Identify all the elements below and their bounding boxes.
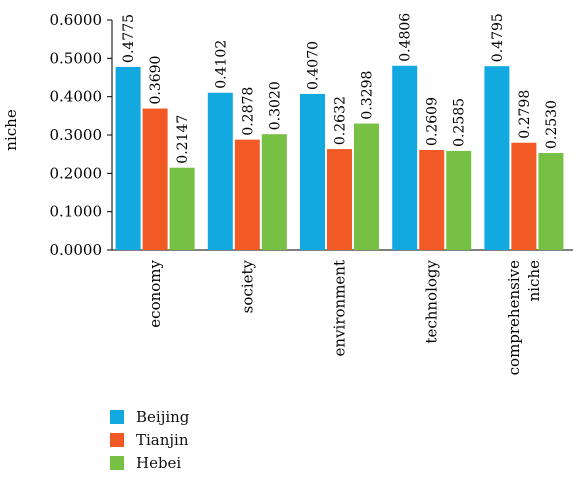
legend-swatch — [110, 432, 124, 447]
data-label: 0.4775 — [121, 14, 137, 63]
legend-label: Tianjin — [136, 430, 189, 449]
y-tick-label: 0.6000 — [50, 11, 103, 29]
bar-hebei — [169, 167, 195, 250]
y-tick-label: 0.2000 — [50, 164, 103, 182]
data-label: 0.4070 — [306, 41, 322, 90]
bar-beijing — [484, 66, 510, 250]
data-label: 0.2530 — [544, 100, 560, 149]
bar-chart: niche 0.0000 0.1000 0.2000 0.3000 0.4000 0.50… — [2, 11, 573, 375]
data-label: 0.3690 — [148, 56, 164, 105]
y-axis-title: niche — [2, 109, 20, 151]
bar-tianjin — [327, 149, 352, 250]
bar-tianjin — [419, 149, 445, 250]
x-category-label: niche — [525, 260, 543, 302]
data-label: 0.2609 — [425, 97, 441, 146]
legend: Beijing Tianjin Hebei — [110, 405, 189, 474]
bar-tianjin — [511, 142, 537, 250]
legend-item-tianjin: Tianjin — [110, 428, 189, 451]
bar-beijing — [207, 92, 233, 250]
bar-tianjin — [234, 139, 260, 250]
bar-tianjin — [142, 108, 168, 250]
data-label: 0.4795 — [490, 13, 506, 62]
legend-label: Beijing — [136, 407, 190, 426]
bar-hebei — [261, 134, 287, 250]
legend-label: Hebei — [136, 453, 182, 472]
data-label: 0.2798 — [517, 90, 533, 139]
data-label: 0.4102 — [213, 40, 229, 89]
bars — [115, 65, 564, 251]
category-labels: economy society environment technology compr… — [146, 259, 543, 375]
legend-swatch — [110, 409, 124, 424]
y-tick-label: 0.4000 — [50, 88, 103, 106]
bar-hebei — [354, 123, 379, 250]
data-label: 0.3020 — [267, 81, 283, 130]
legend-item-hebei: Hebei — [110, 451, 189, 474]
data-labels: 0.4775 0.3690 0.2147 0.4102 0.2878 0.3020 0.40… — [121, 13, 560, 164]
data-label: 0.2585 — [452, 98, 468, 147]
y-tick-label: 0.1000 — [50, 203, 103, 221]
bar-hebei — [538, 153, 564, 250]
legend-swatch — [110, 455, 124, 470]
x-category-label: economy — [146, 259, 164, 327]
data-label: 0.4806 — [398, 13, 414, 62]
x-category-label: comprehensive — [505, 260, 523, 375]
y-tick-label: 0.5000 — [50, 49, 103, 67]
data-label: 0.2632 — [333, 96, 349, 145]
y-axis-ticks: 0.0000 0.1000 0.2000 0.3000 0.4000 0.5000 0.60… — [50, 11, 112, 259]
legend-item-beijing: Beijing — [110, 405, 189, 428]
data-label: 0.3298 — [360, 71, 376, 120]
y-tick-label: 0.3000 — [50, 126, 103, 144]
bar-hebei — [446, 150, 472, 250]
x-category-label: environment — [331, 260, 349, 356]
bar-beijing — [115, 66, 141, 250]
data-label: 0.2878 — [240, 87, 256, 136]
data-label: 0.2147 — [175, 115, 191, 164]
y-tick-label: 0.0000 — [50, 241, 103, 259]
bar-beijing — [300, 93, 325, 250]
x-category-label: technology — [423, 259, 441, 343]
x-category-label: society — [238, 259, 256, 313]
bar-beijing — [392, 65, 418, 251]
